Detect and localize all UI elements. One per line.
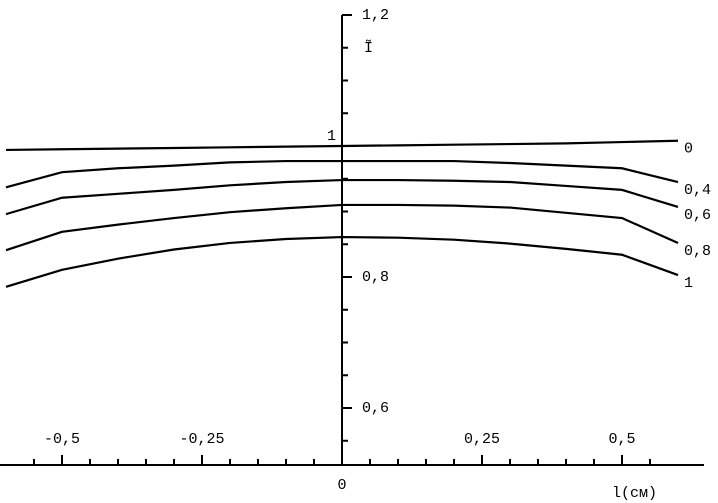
data-line: [5, 159, 679, 189]
line-label: 0,8: [684, 243, 711, 260]
y-tick-label: 1: [327, 128, 336, 145]
y-tick-label: 0,8: [362, 269, 389, 286]
data-line: [5, 235, 679, 288]
x-axis-title: l(см): [612, 485, 657, 502]
y-axis-title: Ĩ: [364, 40, 373, 57]
data-line: [5, 203, 679, 252]
line-label: 1: [684, 275, 693, 292]
x-tick-label: 0,5: [608, 431, 635, 448]
x-tick-label: -0,5: [44, 431, 80, 448]
data-line: [5, 139, 679, 152]
line-label: 0,4: [684, 182, 711, 199]
line-label: 0: [684, 141, 693, 158]
data-line: [5, 178, 679, 216]
y-tick-label: 0,6: [362, 400, 389, 417]
x-tick-label: 0,25: [464, 431, 500, 448]
x-tick-label: 0: [337, 477, 346, 494]
x-tick-label: -0,25: [179, 431, 224, 448]
line-label: 0,6: [684, 207, 711, 224]
y-tick-label: 1,2: [362, 7, 389, 24]
